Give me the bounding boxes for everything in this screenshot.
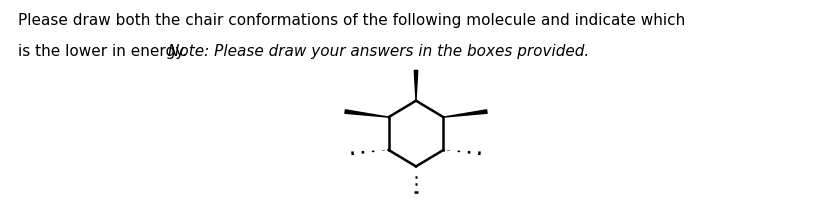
Text: Note: Please draw your answers in the boxes provided.: Note: Please draw your answers in the bo… bbox=[168, 44, 589, 59]
Polygon shape bbox=[443, 110, 487, 117]
Polygon shape bbox=[345, 110, 389, 117]
Polygon shape bbox=[414, 70, 418, 101]
Text: is the lower in energy.: is the lower in energy. bbox=[18, 44, 192, 59]
Text: Please draw both the chair conformations of the following molecule and indicate : Please draw both the chair conformations… bbox=[18, 13, 686, 28]
